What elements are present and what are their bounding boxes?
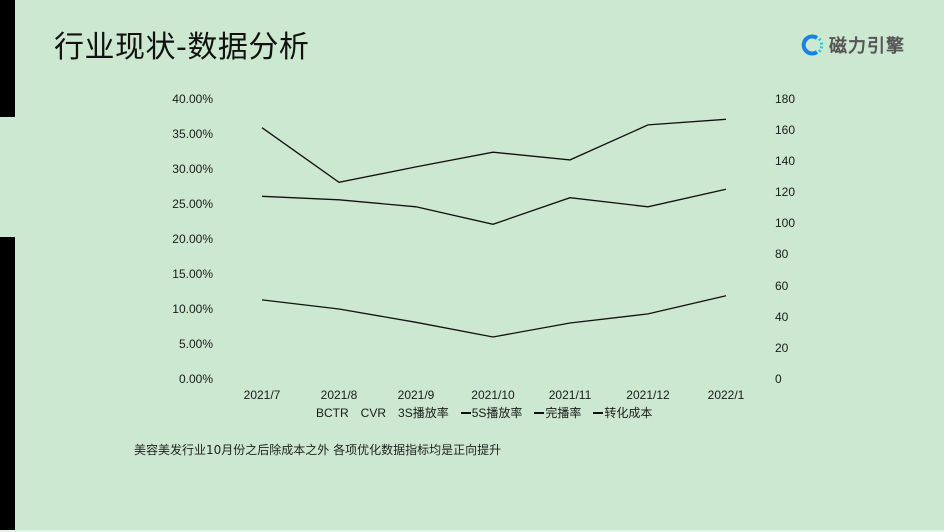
- left-axis-tick: 10.00%: [172, 302, 213, 316]
- x-axis-tick: 2021/9: [397, 388, 435, 402]
- right-axis-tick: 20: [775, 341, 789, 355]
- left-axis-tick: 35.00%: [172, 127, 213, 141]
- left-axis-tick: 25.00%: [172, 197, 213, 211]
- x-axis-tick: 2022/1: [707, 388, 745, 402]
- legend-line-icon: [593, 411, 604, 414]
- x-axis-tick: 2021/10: [471, 388, 515, 402]
- analysis-note: 美容美发行业10月份之后除成本之外 各项优化数据指标均是正向提升: [134, 443, 502, 457]
- left-axis-tick: 40.00%: [172, 92, 213, 106]
- right-axis-tick: 80: [775, 247, 789, 261]
- left-axis-tick: 20.00%: [172, 232, 213, 246]
- legend-item-completion-rate[interactable]: 完播率: [534, 404, 581, 421]
- brand-logo: 磁力引擎: [800, 32, 905, 58]
- left-accent-bar-top: [0, 0, 15, 117]
- chart-legend: BCTR CVR 3S播放率 5S播放率 完播率 转化成本: [316, 404, 652, 421]
- left-axis-tick: 0.00%: [178, 372, 213, 386]
- right-axis-tick: 40: [775, 310, 789, 324]
- series-line-bottom: [261, 295, 727, 338]
- left-accent-bar-bottom: [0, 237, 15, 530]
- right-axis-tick: 140: [775, 154, 796, 168]
- brand-name: 磁力引擎: [829, 36, 905, 57]
- x-axis-tick: 2021/11: [548, 388, 592, 402]
- legend-item-cvr[interactable]: CVR: [360, 405, 387, 420]
- legend-item-conversion-cost[interactable]: 转化成本: [593, 404, 652, 421]
- right-axis-tick: 180: [775, 92, 796, 106]
- legend-line-icon: [534, 411, 545, 414]
- legend-line-icon: [460, 411, 471, 414]
- left-axis-tick: 5.00%: [178, 337, 213, 351]
- spinner-c-icon: [801, 34, 824, 56]
- legend-item-5s-play-rate[interactable]: 5S播放率: [460, 404, 522, 421]
- x-axis-tick: 2021/8: [320, 388, 358, 402]
- right-axis-tick: 160: [775, 123, 796, 137]
- right-axis-tick: 120: [775, 185, 796, 199]
- left-axis-tick: 15.00%: [172, 267, 213, 281]
- x-axis-tick: 2021/12: [626, 388, 670, 402]
- series-line-middle: [261, 188, 727, 225]
- legend-item-3s-play-rate[interactable]: 3S播放率: [398, 406, 449, 420]
- series-line-top: [261, 118, 727, 183]
- right-axis-tick: 100: [775, 216, 796, 230]
- right-axis-tick: 0: [775, 372, 782, 386]
- legend-item-bctr[interactable]: BCTR: [316, 405, 349, 420]
- x-axis-tick: 2021/7: [243, 388, 281, 402]
- left-axis-tick: 30.00%: [172, 162, 213, 176]
- page-title: 行业现状-数据分析: [54, 30, 310, 65]
- right-axis-tick: 60: [775, 279, 789, 293]
